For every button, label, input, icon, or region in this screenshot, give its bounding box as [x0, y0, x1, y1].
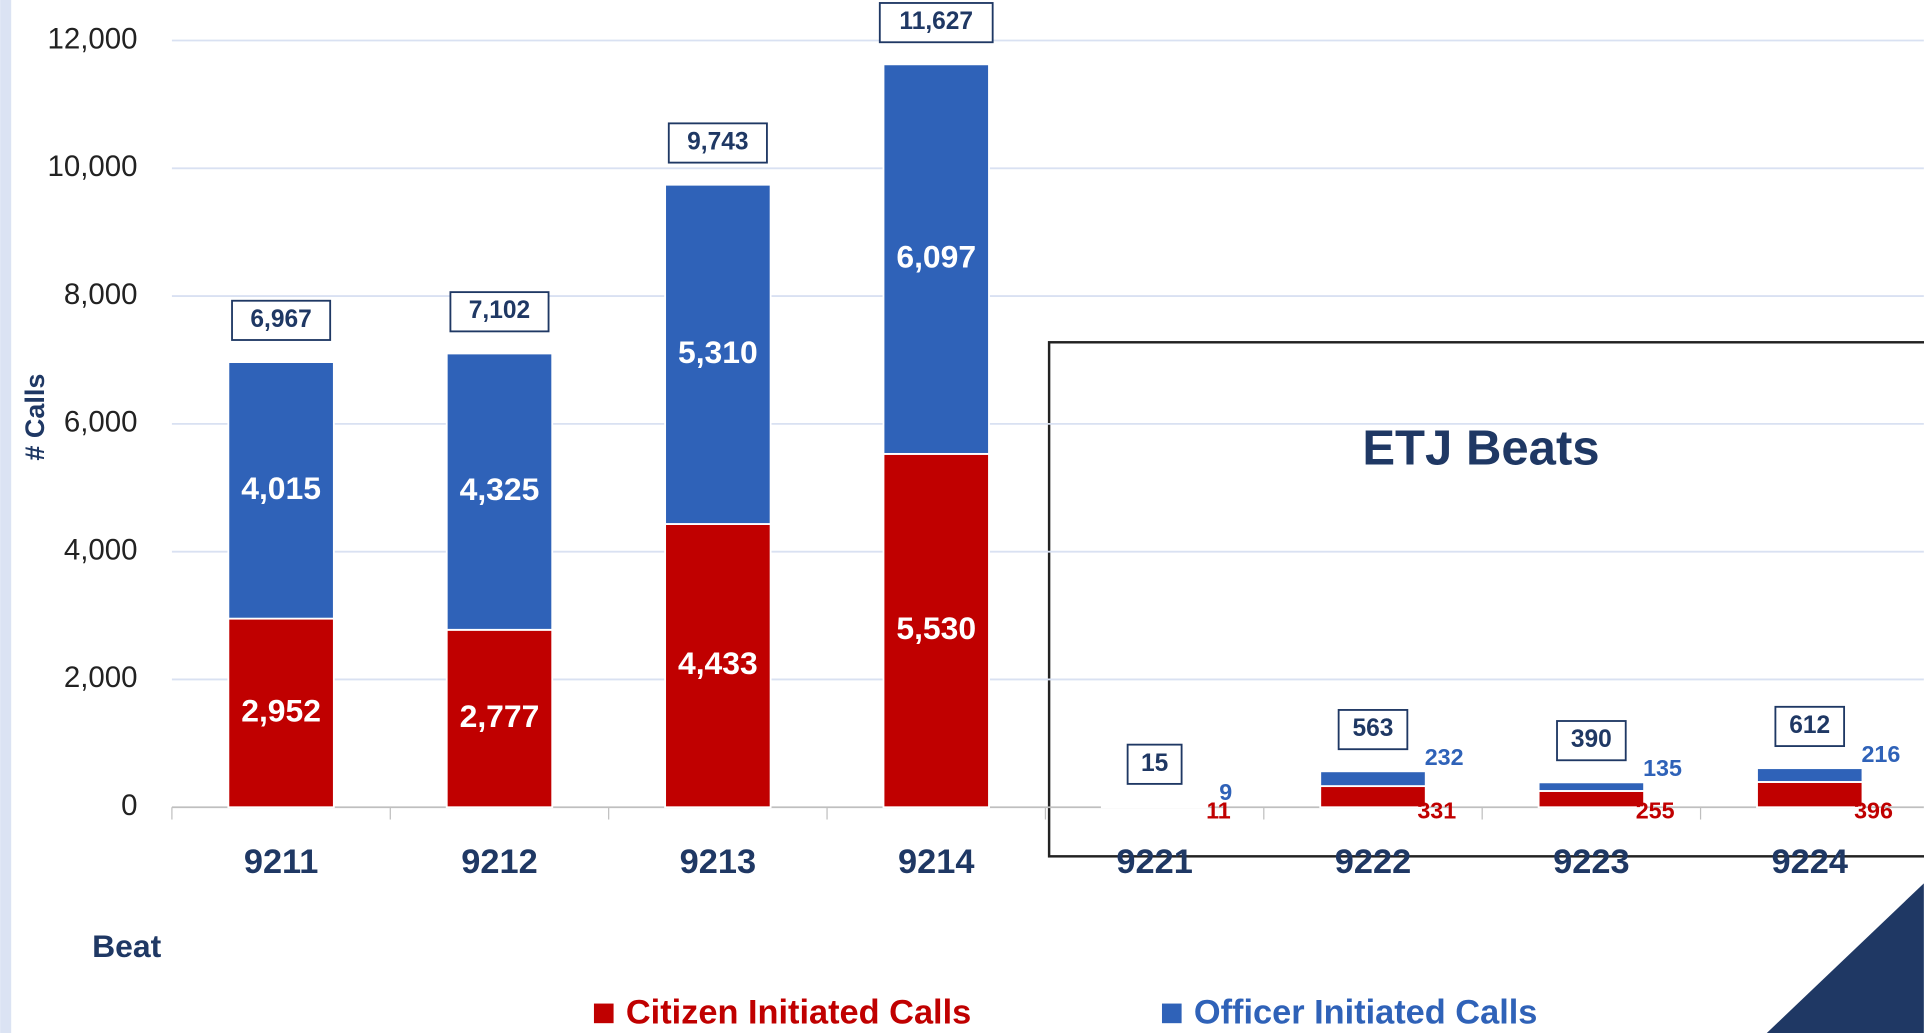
value-label: 6,097 — [896, 239, 976, 275]
value-label: 2,777 — [460, 698, 540, 734]
total-box — [1337, 709, 1409, 751]
corner-decoration — [1766, 883, 1924, 1033]
total-box — [449, 291, 550, 333]
bar-segment — [1100, 805, 1209, 808]
y-tick-label: 8,000 — [64, 278, 138, 311]
x-tick-label: 9211 — [244, 843, 319, 881]
value-label: 9 — [1219, 779, 1232, 805]
bar-segment — [882, 63, 990, 455]
bar-segment — [1319, 770, 1427, 788]
bar-segment — [227, 361, 335, 620]
y-tick-label: 2,000 — [64, 661, 138, 694]
value-label: 331 — [1417, 797, 1456, 823]
bar-segment — [445, 352, 554, 631]
value-label: 216 — [1861, 741, 1900, 767]
value-label: 4,433 — [678, 645, 758, 681]
value-label: 2,952 — [241, 692, 321, 728]
bar-segment — [1756, 767, 1864, 783]
total-box — [231, 299, 332, 341]
x-axis-label: Beat — [92, 928, 161, 964]
total-label: 563 — [1353, 715, 1394, 742]
value-label: 255 — [1636, 797, 1675, 823]
value-label: 5,310 — [678, 334, 758, 370]
annotation: ETJ Beats — [1362, 421, 1599, 475]
value-label: 11 — [1206, 797, 1231, 823]
bar-segment — [882, 452, 990, 809]
bar-segment — [1537, 781, 1646, 792]
total-box — [1774, 705, 1846, 747]
bar-segment — [1756, 781, 1864, 809]
legend-swatch — [593, 1003, 614, 1024]
y-tick-label: 10,000 — [48, 150, 138, 183]
legend-swatch — [1161, 1003, 1182, 1024]
total-box — [667, 122, 768, 164]
total-label: 7,102 — [469, 297, 530, 324]
total-box — [1556, 720, 1627, 762]
y-tick-label: 4,000 — [64, 533, 138, 566]
y-tick-label: 0 — [121, 789, 137, 822]
bar-segment — [1319, 785, 1427, 809]
side-stripe — [0, 0, 12, 1033]
y-axis-label: # Calls — [20, 374, 50, 461]
bar-segment — [445, 628, 554, 809]
total-label: 6,967 — [250, 306, 311, 333]
legend-label: Officer Initiated Calls — [1194, 994, 1538, 1032]
total-label: 9,743 — [687, 128, 748, 155]
total-label: 390 — [1571, 726, 1612, 753]
x-tick-label: 9221 — [1116, 843, 1192, 881]
total-label: 11,627 — [899, 8, 973, 35]
etj-box — [1047, 341, 1924, 858]
total-label: 15 — [1141, 750, 1168, 777]
bar-segment — [1537, 790, 1646, 809]
value-label: 4,325 — [460, 471, 540, 507]
x-tick-label: 9223 — [1553, 843, 1629, 881]
x-tick-label: 9212 — [461, 843, 537, 881]
x-tick-label: 9214 — [898, 843, 974, 881]
value-label: 232 — [1425, 744, 1464, 770]
total-label: 612 — [1789, 712, 1830, 739]
y-tick-label: 12,000 — [48, 22, 138, 55]
value-label: 396 — [1854, 797, 1893, 823]
y-tick-label: 6,000 — [64, 406, 138, 439]
bar-segment — [227, 617, 335, 809]
total-box — [1126, 743, 1183, 785]
value-label: 135 — [1643, 755, 1682, 781]
x-tick-label: 9213 — [680, 843, 756, 881]
x-tick-label: 9224 — [1772, 843, 1848, 881]
value-label: 4,015 — [241, 470, 321, 506]
value-label: 5,530 — [896, 610, 976, 646]
bar-segment — [664, 183, 772, 525]
x-tick-label: 9222 — [1335, 843, 1411, 881]
legend-label: Citizen Initiated Calls — [626, 994, 971, 1032]
total-box — [878, 2, 994, 44]
